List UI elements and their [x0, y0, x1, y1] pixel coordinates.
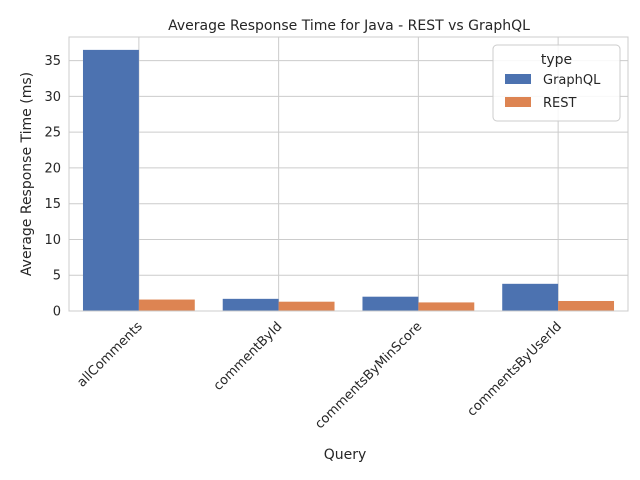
bar-graphql-commentsByMinScore	[362, 296, 419, 311]
bar-rest-commentsByUserId	[558, 300, 615, 311]
bar-rest-commentById	[278, 301, 335, 311]
legend-entry-rest: REST	[543, 96, 576, 111]
plot-frame	[68, 36, 629, 312]
bars	[82, 49, 615, 311]
x-tick-labels: allComments commentById commentsByMinScore…	[75, 319, 565, 432]
x-tick-label: commentById	[211, 319, 286, 394]
legend: type GraphQL REST	[492, 44, 621, 122]
y-tick-label: 10	[44, 233, 61, 248]
bar-rest-allComments	[138, 299, 195, 311]
chart-title: Average Response Time for Java - REST vs…	[168, 18, 530, 34]
legend-swatch-graphql	[505, 74, 531, 84]
legend-entry-graphql: GraphQL	[543, 73, 601, 88]
y-tick-label: 5	[53, 269, 61, 284]
y-axis-label: Average Response Time (ms)	[19, 72, 35, 276]
x-axis-label: Query	[324, 447, 367, 463]
bar-rest-commentsByMinScore	[418, 302, 475, 311]
y-tick-labels: 0 5 10 15 20 25 30 35	[44, 54, 61, 319]
legend-title: type	[541, 52, 572, 68]
y-tick-label: 25	[44, 126, 61, 141]
bar-graphql-commentById	[222, 298, 279, 311]
legend-swatch-rest	[505, 97, 531, 107]
y-tick-label: 0	[53, 305, 61, 320]
y-tick-label: 20	[44, 161, 61, 176]
x-tick-label: commentsByMinScore	[312, 319, 425, 432]
x-tick-label: allComments	[75, 319, 146, 390]
bar-graphql-allComments	[82, 49, 139, 311]
y-tick-label: 35	[44, 54, 61, 69]
y-tick-label: 15	[44, 197, 61, 212]
bar-graphql-commentsByUserId	[502, 283, 559, 311]
x-tick-label: commentsByUserId	[465, 319, 565, 419]
y-tick-label: 30	[44, 90, 61, 105]
